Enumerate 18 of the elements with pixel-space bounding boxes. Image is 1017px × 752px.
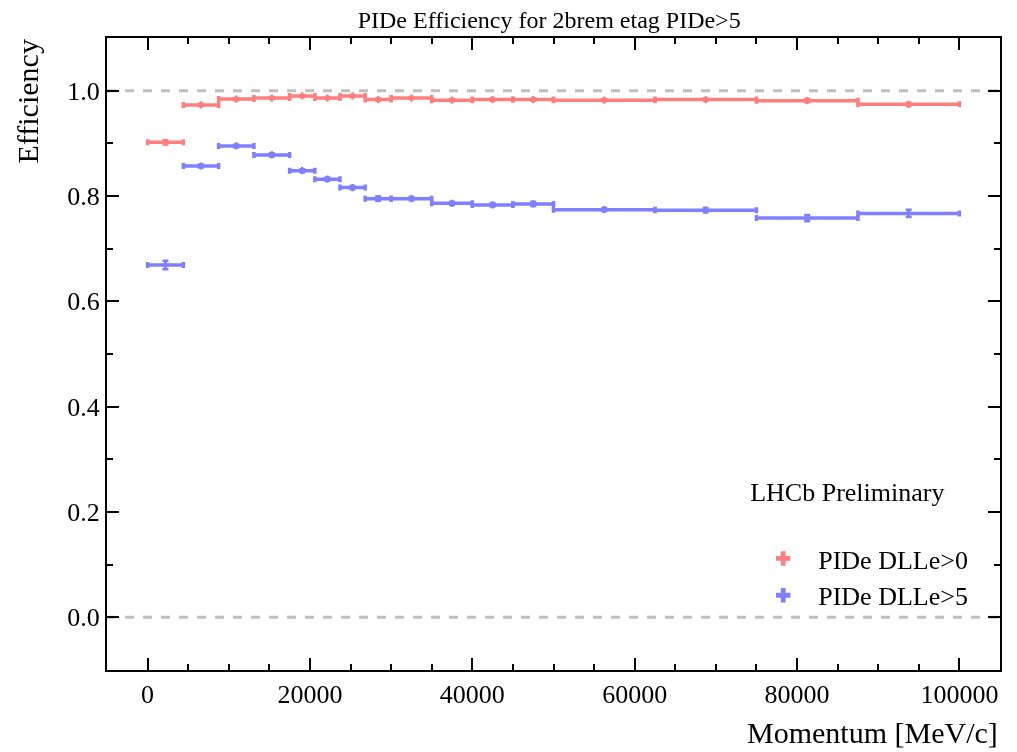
legend-label: PIDe DLLe>5	[818, 582, 968, 612]
x-tick-label: 40000	[439, 680, 505, 710]
x-tick-label: 80000	[764, 680, 830, 710]
x-tick-label: 20000	[277, 680, 343, 710]
legend-title: LHCb Preliminary	[750, 478, 945, 508]
y-tick-label: 0.2	[67, 498, 100, 528]
y-tick-label: 0.6	[67, 287, 100, 317]
y-tick-label: 0.0	[67, 603, 100, 633]
x-tick-label: 60000	[602, 680, 668, 710]
x-tick-label: 0	[141, 680, 155, 710]
x-tick-label: 100000	[920, 680, 999, 710]
y-tick-label: 1.0	[67, 76, 100, 106]
y-tick-label: 0.8	[67, 182, 100, 212]
chart-title: PIDe Efficiency for 2brem etag PIDe>5	[357, 7, 741, 34]
legend-label: PIDe DLLe>0	[818, 545, 968, 575]
y-axis-title: Efficiency	[10, 39, 44, 164]
y-tick-label: 0.4	[67, 392, 100, 422]
x-axis-title: Momentum [MeV/c]	[747, 716, 998, 749]
